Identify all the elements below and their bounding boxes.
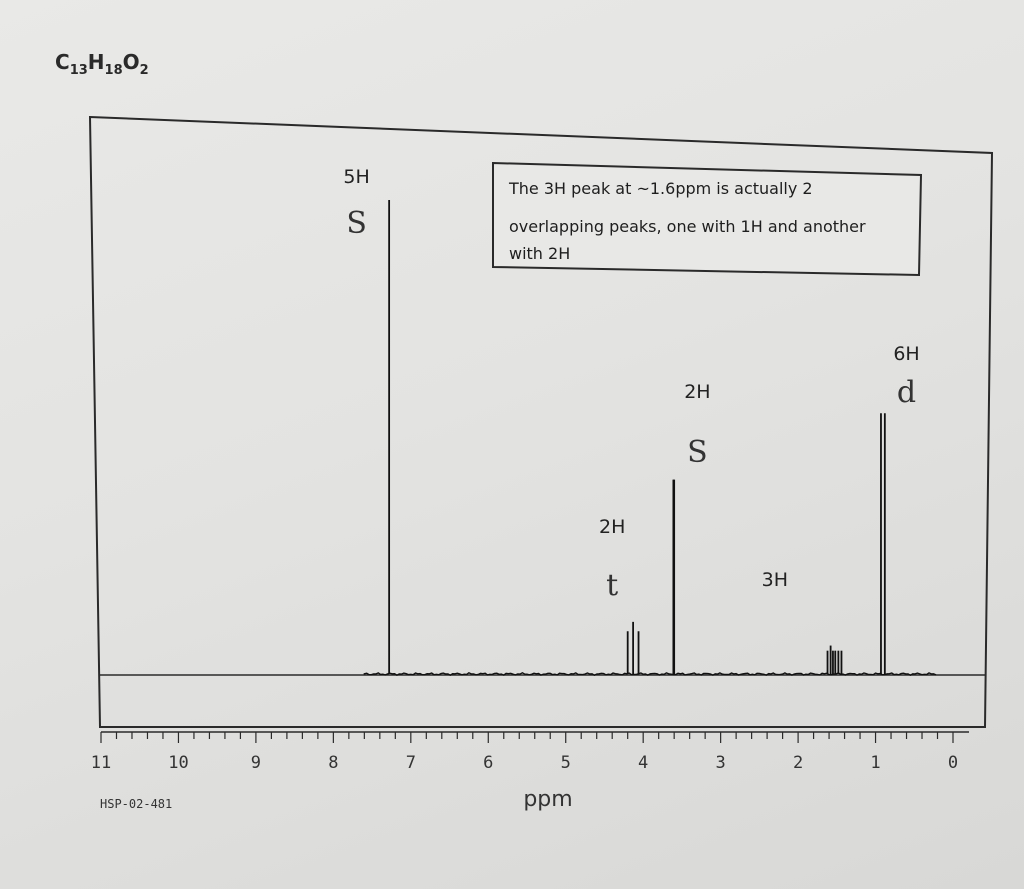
annotation-multiplicity-1: t [606, 568, 618, 603]
note-line-2: overlapping peaks, one with 1H and anoth… [509, 217, 866, 236]
note-line-1: The 3H peak at ~1.6ppm is actually 2 [508, 179, 813, 198]
tick-label-3: 3 [716, 753, 726, 773]
annotation-count-2: 2H [684, 381, 710, 403]
tick-label-6: 6 [483, 753, 493, 773]
formula-c-count: 13 [69, 63, 88, 78]
tick-label-9: 9 [251, 753, 261, 773]
plot-frame [88, 115, 994, 728]
peak-annotations: 5H S 2H t 2H S 3H 6H d [343, 166, 919, 603]
note-line-3: with 2H [509, 244, 570, 263]
formula-o-count: 2 [139, 63, 149, 78]
annotation-count-4: 6H [893, 343, 919, 365]
tick-label-1: 1 [870, 753, 880, 773]
peak-3 [826, 645, 843, 674]
formula-h: H [87, 50, 105, 74]
sample-code: HSP-02-481 [100, 797, 172, 811]
formula-h-count: 18 [104, 63, 123, 78]
tick-label-11: 11 [91, 753, 111, 773]
note-box: The 3H peak at ~1.6ppm is actually 2 ove… [492, 161, 923, 277]
annotation-multiplicity-4: d [897, 375, 916, 410]
tick-label-0: 0 [948, 753, 958, 773]
spectrum [363, 200, 937, 677]
peak-2 [672, 479, 676, 674]
peak-1 [626, 621, 640, 674]
formula-o: O [122, 50, 140, 74]
tick-label-5: 5 [561, 753, 571, 773]
annotation-multiplicity-0: S [346, 206, 367, 241]
annotation-multiplicity-2: S [687, 435, 708, 470]
x-axis: 11 10 9 8 7 6 5 4 3 2 1 0 [91, 731, 969, 773]
annotation-count-1: 2H [599, 516, 625, 538]
tick-label-7: 7 [406, 753, 416, 773]
annotation-count-0: 5H [343, 166, 369, 188]
tick-label-8: 8 [328, 753, 338, 773]
tick-label-4: 4 [638, 753, 648, 773]
tick-label-2: 2 [793, 753, 803, 773]
tick-label-10: 10 [168, 753, 188, 773]
x-axis-title: ppm [523, 787, 572, 812]
molecular-formula: C13H18O2 [55, 50, 149, 78]
annotation-count-3: 3H [762, 569, 788, 591]
spectrum-baseline [363, 671, 937, 677]
formula-c: C [55, 50, 70, 74]
peak-4 [880, 413, 886, 674]
